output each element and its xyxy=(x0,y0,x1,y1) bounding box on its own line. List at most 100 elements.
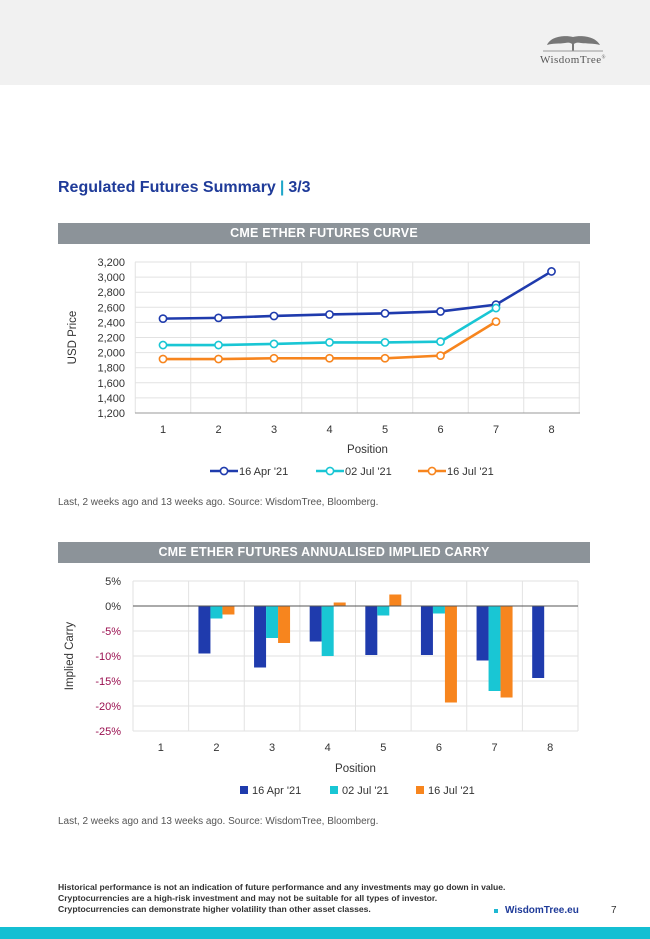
data-point xyxy=(380,353,390,363)
wisdomtree-logo: WisdomTree® xyxy=(518,34,628,74)
x-tick-label: 4 xyxy=(325,742,331,754)
data-point xyxy=(269,311,279,321)
website-link[interactable]: WisdomTree.eu xyxy=(505,905,579,916)
bottom-band xyxy=(0,927,650,939)
y-tick-label: 2,800 xyxy=(97,287,125,299)
legend-entry: 16 Apr '21 xyxy=(239,466,288,478)
data-point xyxy=(158,354,168,364)
bar xyxy=(532,606,545,678)
legend-swatch xyxy=(416,786,424,794)
y-tick-label: -10% xyxy=(95,651,121,663)
data-point xyxy=(214,313,223,323)
bar xyxy=(278,606,291,643)
x-tick-label: 8 xyxy=(548,424,554,436)
x-tick-label: 2 xyxy=(213,742,219,754)
footer-bullet-icon xyxy=(494,909,498,913)
y-axis-label: USD Price xyxy=(67,311,79,365)
data-point xyxy=(158,340,168,350)
y-tick-label: 1,200 xyxy=(97,408,125,420)
y-tick-label: -15% xyxy=(95,676,121,688)
data-point xyxy=(436,351,445,361)
legend-swatch-marker xyxy=(325,466,335,476)
data-point xyxy=(158,314,168,324)
bar xyxy=(266,606,279,638)
legend-entry: 16 Jul '21 xyxy=(428,785,475,797)
y-tick-label: -5% xyxy=(101,626,121,638)
bar-chart-title-bar: CME ETHER FUTURES ANNUALISED IMPLIED CAR… xyxy=(58,542,590,563)
page-title-text: Regulated Futures Summary xyxy=(58,179,276,196)
x-tick-label: 1 xyxy=(160,424,166,436)
data-point xyxy=(269,353,279,363)
x-tick-label: 7 xyxy=(492,742,498,754)
data-point xyxy=(325,338,334,347)
legend-swatch xyxy=(330,786,338,794)
disclaimer-line: Cryptocurrencies can demonstrate higher … xyxy=(58,904,371,914)
data-point xyxy=(325,310,334,319)
y-tick-label: 0% xyxy=(105,601,121,613)
bar xyxy=(389,594,402,606)
logo-registered-mark: ® xyxy=(601,55,606,61)
legend-entry: 02 Jul '21 xyxy=(342,785,389,797)
y-tick-label: -20% xyxy=(95,701,121,713)
bar xyxy=(222,606,235,615)
x-tick-label: 6 xyxy=(437,424,443,436)
x-tick-label: 5 xyxy=(380,742,386,754)
disclaimer-line: Cryptocurrencies are a high-risk investm… xyxy=(58,893,438,903)
bar xyxy=(321,606,334,656)
x-tick-label: 7 xyxy=(493,424,499,436)
x-tick-label: 4 xyxy=(326,424,332,436)
data-point xyxy=(491,317,501,327)
legend-entry: 02 Jul '21 xyxy=(345,466,392,478)
data-point xyxy=(547,267,556,276)
line-chart-source-note: Last, 2 weeks ago and 13 weeks ago. Sour… xyxy=(58,497,379,508)
bar xyxy=(432,606,445,614)
legend-swatch-marker xyxy=(219,466,229,476)
x-tick-label: 6 xyxy=(436,742,442,754)
logo-name: WisdomTree xyxy=(540,54,602,66)
y-tick-label: 1,400 xyxy=(97,393,125,405)
bar xyxy=(333,602,346,606)
line-chart-title-bar: CME ETHER FUTURES CURVE xyxy=(58,223,590,244)
y-tick-label: 2,000 xyxy=(97,348,125,360)
x-tick-label: 5 xyxy=(382,424,388,436)
x-tick-label: 8 xyxy=(547,742,553,754)
data-point xyxy=(380,308,390,318)
x-axis-label: Position xyxy=(335,763,376,775)
data-point xyxy=(436,307,445,316)
bar xyxy=(377,606,390,616)
x-axis-label: Position xyxy=(347,444,388,456)
data-point xyxy=(436,337,445,347)
legend-swatch xyxy=(240,786,248,794)
data-point xyxy=(214,340,223,350)
y-tick-label: 1,800 xyxy=(97,363,125,375)
legend-entry: 16 Apr '21 xyxy=(252,785,301,797)
bar xyxy=(420,606,433,655)
y-tick-label: -25% xyxy=(95,726,121,738)
page-title: Regulated Futures Summary | 3/3 xyxy=(58,179,311,197)
legend-swatch-marker xyxy=(427,466,437,476)
y-tick-label: 3,200 xyxy=(97,257,125,269)
disclaimer: Historical performance is not an indicat… xyxy=(58,882,578,915)
data-point xyxy=(269,339,279,349)
page-title-pagecount: 3/3 xyxy=(288,179,311,196)
data-point xyxy=(214,354,223,364)
disclaimer-line: Historical performance is not an indicat… xyxy=(58,882,506,892)
y-tick-label: 2,600 xyxy=(97,302,125,314)
bar xyxy=(210,606,223,619)
bar xyxy=(365,606,378,655)
x-tick-label: 1 xyxy=(158,742,164,754)
bar xyxy=(488,606,501,691)
page-number: 7 xyxy=(611,905,617,916)
data-point xyxy=(325,353,334,363)
y-tick-label: 2,200 xyxy=(97,333,125,345)
x-tick-label: 3 xyxy=(269,742,275,754)
y-tick-label: 5% xyxy=(105,576,121,588)
bar xyxy=(309,606,322,642)
y-tick-label: 3,000 xyxy=(97,272,125,284)
page-title-separator: | xyxy=(279,179,285,196)
bar xyxy=(444,606,457,703)
data-point xyxy=(380,338,390,347)
x-tick-label: 2 xyxy=(215,424,221,436)
x-tick-label: 3 xyxy=(271,424,277,436)
y-axis-label: Implied Carry xyxy=(64,622,76,691)
